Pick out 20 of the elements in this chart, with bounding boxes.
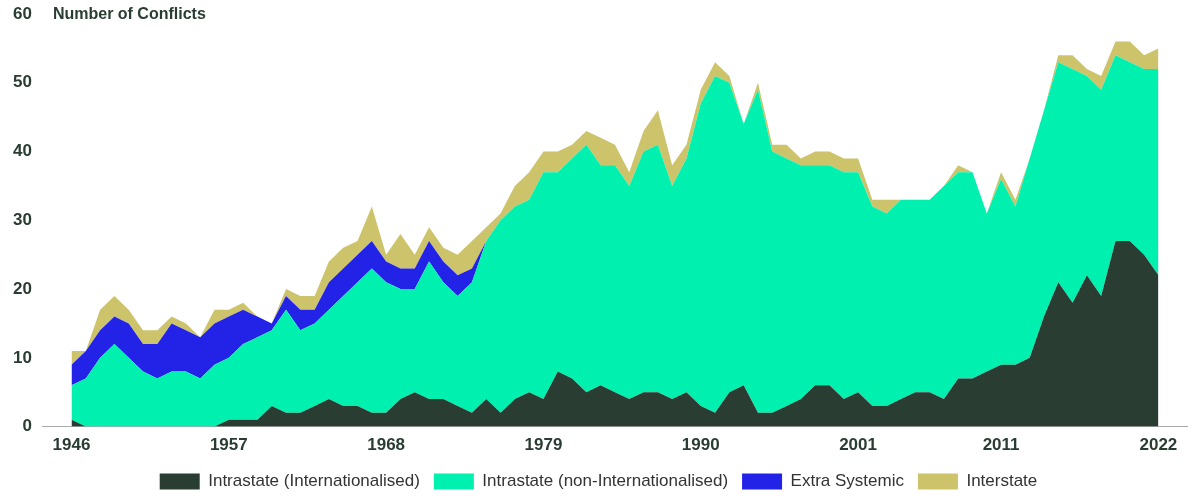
y-axis-title: Number of Conflicts <box>52 5 206 23</box>
x-tick-label: 2011 <box>982 435 1020 455</box>
y-tick-label: 0 <box>22 416 32 436</box>
x-tick-label: 1968 <box>367 435 406 455</box>
y-tick-label: 60 <box>12 3 32 23</box>
legend-label: Intrastate (Internationalised) <box>208 471 420 491</box>
y-tick-label: 50 <box>12 72 32 92</box>
x-tick-label: 1979 <box>524 435 563 455</box>
x-tick-label: 1946 <box>52 435 91 455</box>
x-tick-label: 1990 <box>681 435 720 455</box>
y-tick-label: 40 <box>12 141 32 161</box>
x-tick-label: 2001 <box>839 435 877 455</box>
legend-label: Extra Systemic <box>790 471 905 491</box>
legend-label: Intrastate (non-Internationalised) <box>482 471 729 491</box>
legend-label: Interstate <box>966 471 1038 491</box>
y-tick-label: 30 <box>12 209 32 229</box>
y-tick-label: 20 <box>12 278 32 298</box>
y-tick-label: 10 <box>12 347 32 367</box>
x-tick-label: 2022 <box>1139 435 1178 455</box>
x-tick-label: 1957 <box>209 435 248 455</box>
